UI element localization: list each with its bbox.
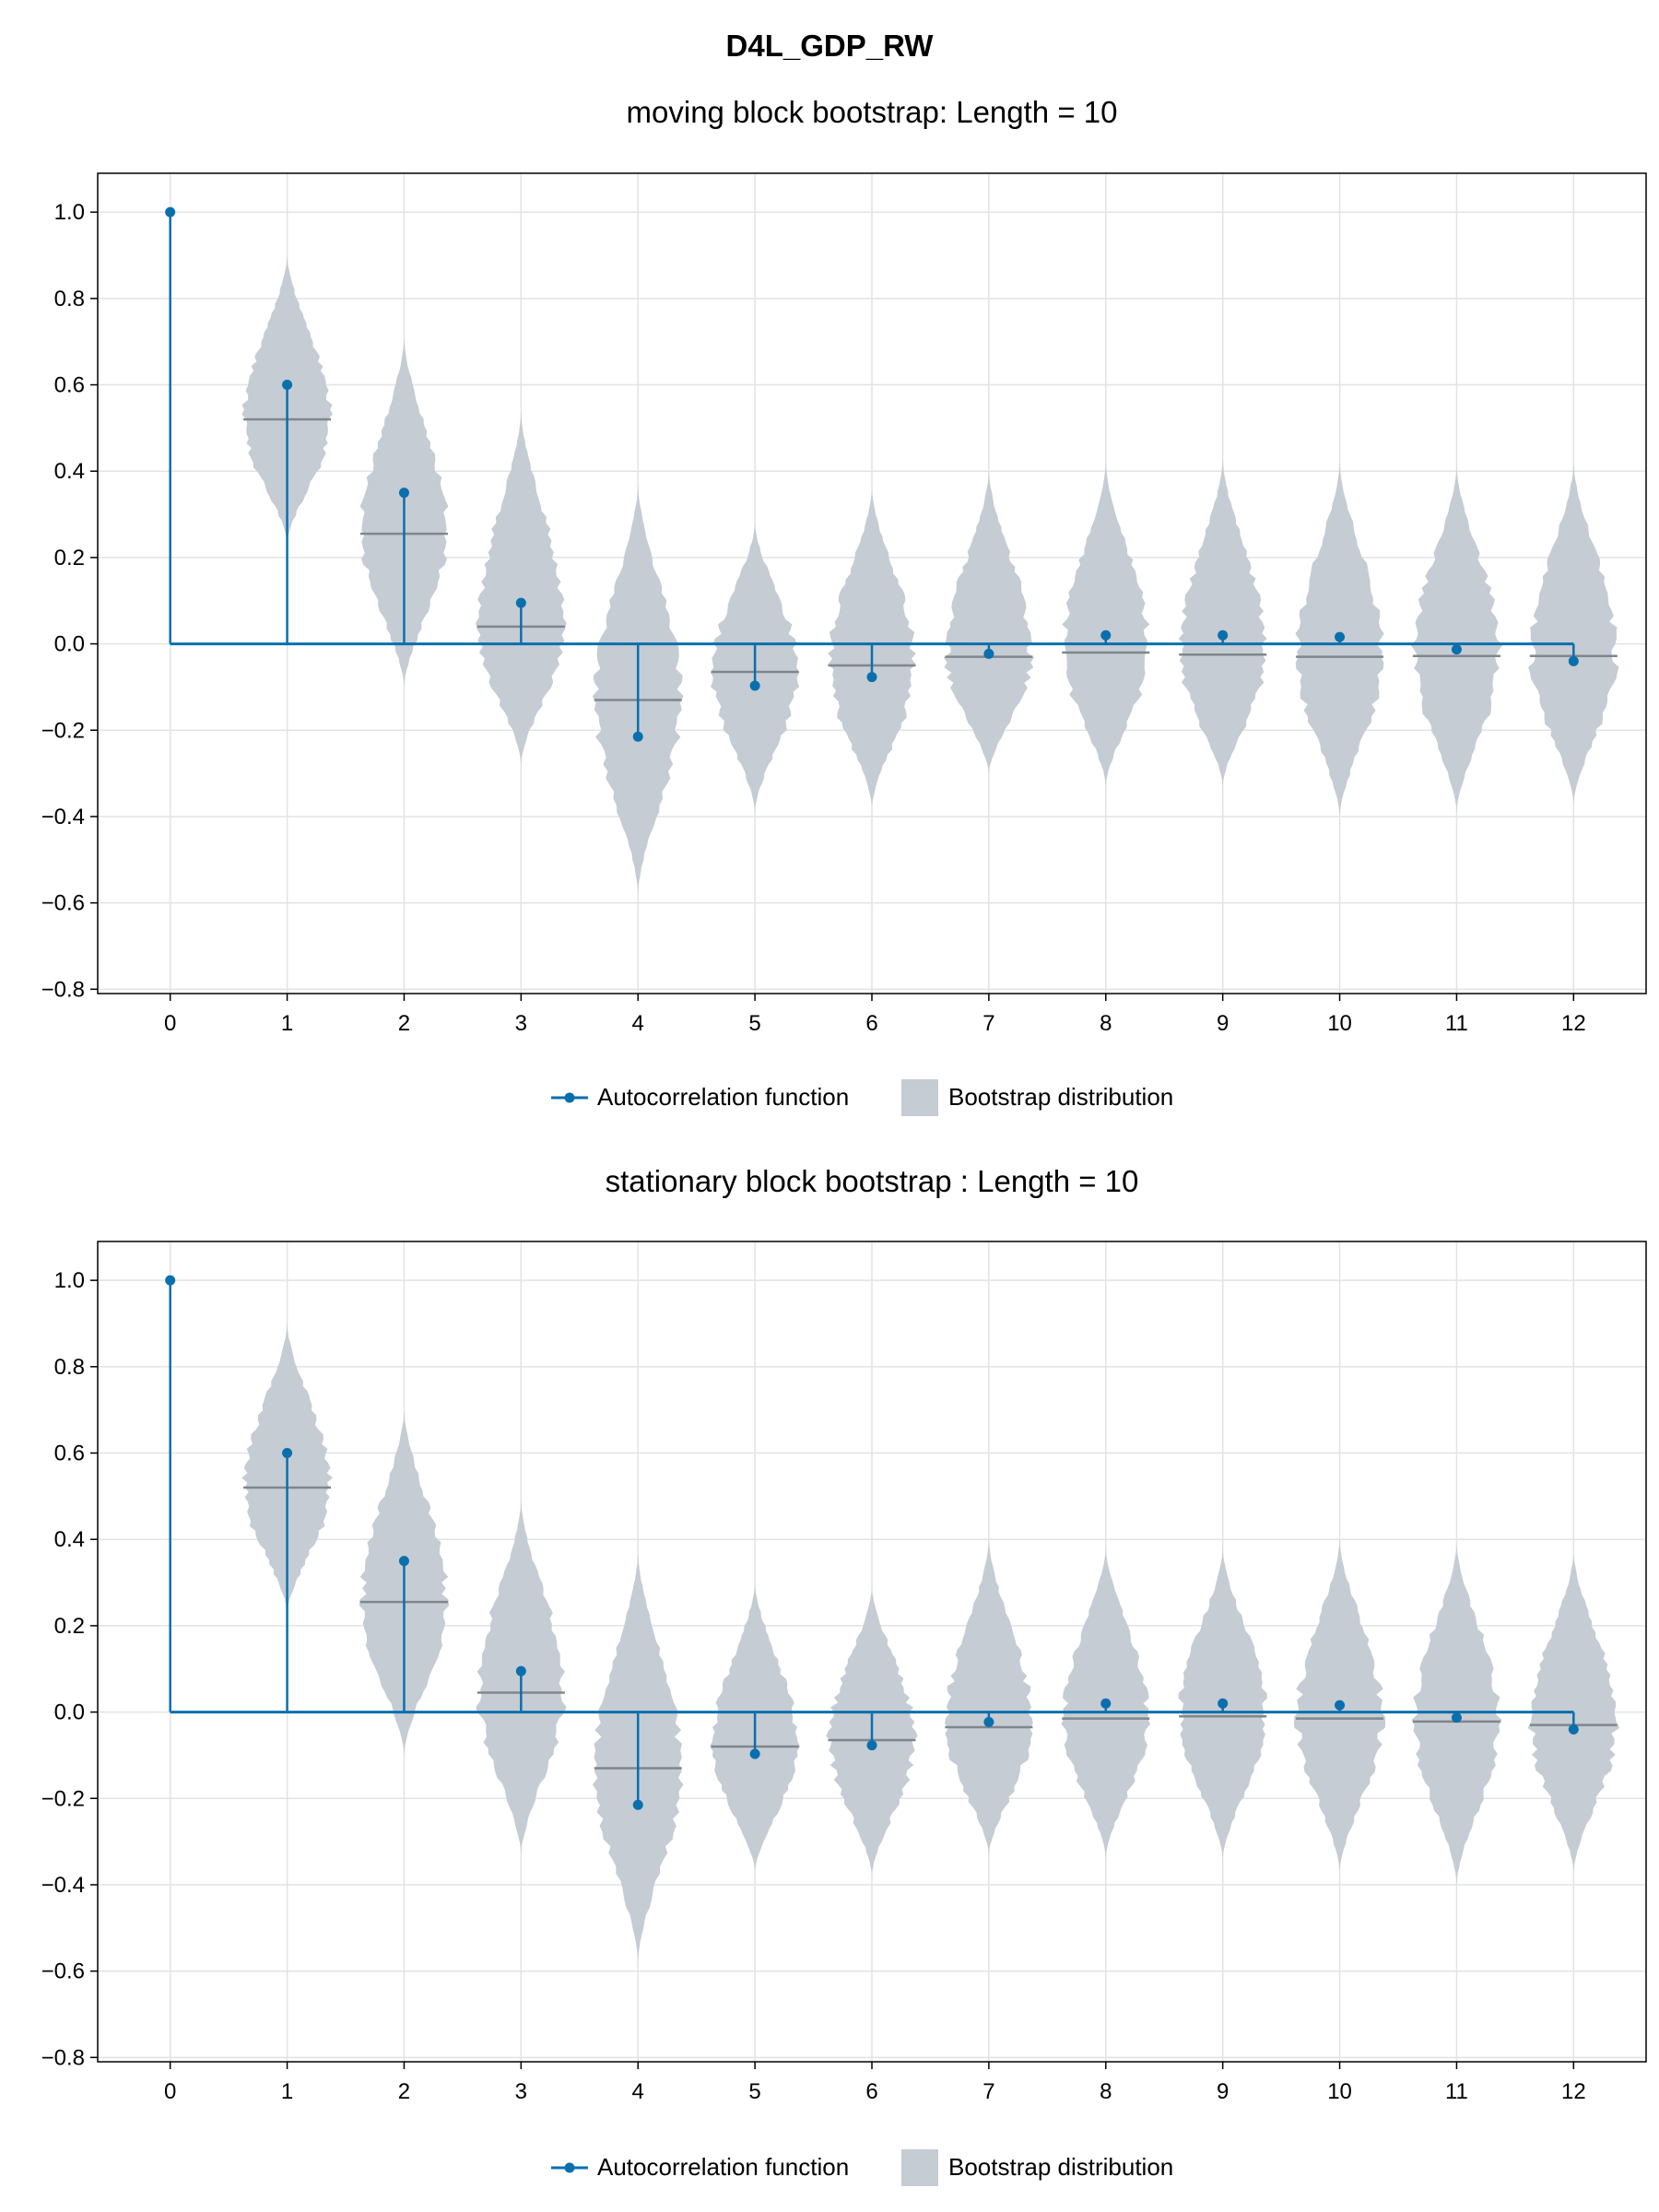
y-tick-label: 1.0: [54, 1268, 85, 1293]
x-tick-label: 4: [632, 2079, 644, 2104]
acf-point-lag-10: [1335, 1700, 1346, 1711]
legend-label-bootstrap: Bootstrap distribution: [948, 1083, 1173, 1111]
legend-acf-marker-icon: [564, 2162, 575, 2173]
legend-bootstrap-swatch-icon: [901, 2149, 938, 2186]
y-tick-label: 0.6: [54, 1441, 85, 1466]
acf-point-lag-6: [866, 672, 877, 683]
x-tick-label: 2: [398, 1011, 410, 1036]
acf-point-lag-7: [983, 648, 994, 659]
legend: Autocorrelation function Bootstrap distri…: [551, 1079, 1173, 1116]
y-tick-label: −0.2: [41, 718, 85, 743]
acf-point-lag-1: [282, 380, 293, 391]
legend-bootstrap-swatch-icon: [901, 1079, 938, 1116]
chart-title: moving block bootstrap: Length = 10: [627, 95, 1118, 129]
acf-point-lag-11: [1451, 1712, 1462, 1724]
acf-point-lag-7: [983, 1716, 994, 1727]
y-tick-label: −0.4: [41, 1873, 85, 1898]
acf-point-lag-9: [1218, 629, 1229, 641]
x-tick-label: 1: [281, 1011, 293, 1036]
acf-point-lag-3: [515, 597, 526, 608]
legend: Autocorrelation function Bootstrap distri…: [551, 2149, 1173, 2186]
x-tick-label: 11: [1445, 1011, 1468, 1036]
acf-point-lag-0: [165, 1275, 176, 1286]
y-tick-label: 0.4: [54, 1527, 85, 1552]
x-tick-label: 4: [632, 1011, 644, 1036]
x-tick-label: 10: [1327, 1011, 1352, 1036]
acf-point-lag-8: [1100, 629, 1112, 641]
acf-point-lag-8: [1100, 1698, 1112, 1709]
x-tick-label: 0: [164, 1011, 176, 1036]
y-tick-label: 0.4: [54, 459, 85, 484]
x-tick-label: 12: [1561, 2079, 1586, 2104]
y-tick-label: −0.6: [41, 1959, 85, 1984]
acf-point-lag-6: [866, 1740, 877, 1751]
y-tick-label: −0.8: [41, 2045, 85, 2070]
x-tick-label: 7: [982, 1011, 994, 1036]
x-tick-label: 5: [748, 1011, 760, 1036]
x-tick-label: 3: [515, 1011, 527, 1036]
chart-panel-1: moving block bootstrap: Length = 10 1.0 0.…: [41, 95, 1647, 1116]
y-tick-label: 0.2: [54, 1614, 85, 1639]
x-tick-label: 10: [1327, 2079, 1352, 2104]
y-tick-label: 0.8: [54, 1355, 85, 1380]
violin-lag-12: [1528, 462, 1619, 804]
acf-point-lag-2: [398, 488, 409, 499]
x-tick-label: 8: [1100, 1011, 1112, 1036]
acf-point-lag-5: [749, 1748, 760, 1759]
legend-label-acf: Autocorrelation function: [597, 2153, 849, 2181]
legend-label-bootstrap: Bootstrap distribution: [948, 2153, 1173, 2181]
x-tick-label: 5: [748, 2079, 760, 2104]
x-tick-label: 1: [281, 2079, 293, 2104]
acf-point-lag-0: [165, 206, 176, 218]
y-tick-label: 0.0: [54, 632, 85, 657]
violin-lag-8: [1062, 462, 1150, 787]
x-tick-label: 7: [982, 2079, 994, 2104]
acf-point-lag-5: [749, 680, 760, 691]
chart-panel-2: stationary block bootstrap : Length = 10…: [41, 1164, 1647, 2186]
y-tick-label: 0.2: [54, 546, 85, 571]
violin-lag-9: [1178, 458, 1267, 787]
acf-point-lag-4: [632, 1799, 643, 1810]
acf-point-lag-4: [632, 731, 643, 742]
y-tick-label: 0.8: [54, 287, 85, 312]
chart-title: stationary block bootstrap : Length = 10: [606, 1164, 1139, 1198]
acf-point-lag-9: [1218, 1698, 1229, 1709]
violin-lag-7: [945, 1539, 1033, 1855]
x-tick-label: 11: [1445, 2079, 1468, 2104]
acf-point-lag-3: [515, 1665, 526, 1677]
legend-label-acf: Autocorrelation function: [597, 1083, 849, 1111]
y-tick-label: −0.2: [41, 1786, 85, 1811]
acf-point-lag-12: [1568, 655, 1579, 666]
acf-point-lag-1: [282, 1448, 293, 1459]
x-tick-label: 0: [164, 2079, 176, 2104]
figure-title: D4L_GDP_RW: [725, 29, 934, 63]
x-tick-label: 12: [1561, 1011, 1586, 1036]
y-tick-label: −0.8: [41, 977, 85, 1002]
x-tick-label: 2: [398, 2079, 410, 2104]
acf-point-lag-10: [1335, 631, 1346, 642]
y-tick-label: −0.6: [41, 891, 85, 916]
violin-lag-11: [1410, 466, 1503, 813]
legend-acf-marker-icon: [564, 1092, 575, 1103]
x-tick-label: 6: [865, 1011, 877, 1036]
x-tick-label: 6: [865, 2079, 877, 2104]
violin-lag-3: [476, 410, 567, 765]
x-tick-label: 3: [515, 2079, 527, 2104]
acf-point-lag-11: [1451, 644, 1462, 655]
x-tick-label: 9: [1217, 1011, 1229, 1036]
y-tick-label: 0.0: [54, 1700, 85, 1725]
acf-point-lag-12: [1568, 1724, 1579, 1735]
acf-point-lag-2: [398, 1556, 409, 1567]
y-tick-label: 1.0: [54, 200, 85, 225]
violin-lag-7: [943, 471, 1034, 774]
x-tick-label: 8: [1100, 2079, 1112, 2104]
x-tick-label: 9: [1217, 2079, 1229, 2104]
y-tick-label: 0.6: [54, 373, 85, 398]
y-tick-label: −0.4: [41, 805, 85, 830]
